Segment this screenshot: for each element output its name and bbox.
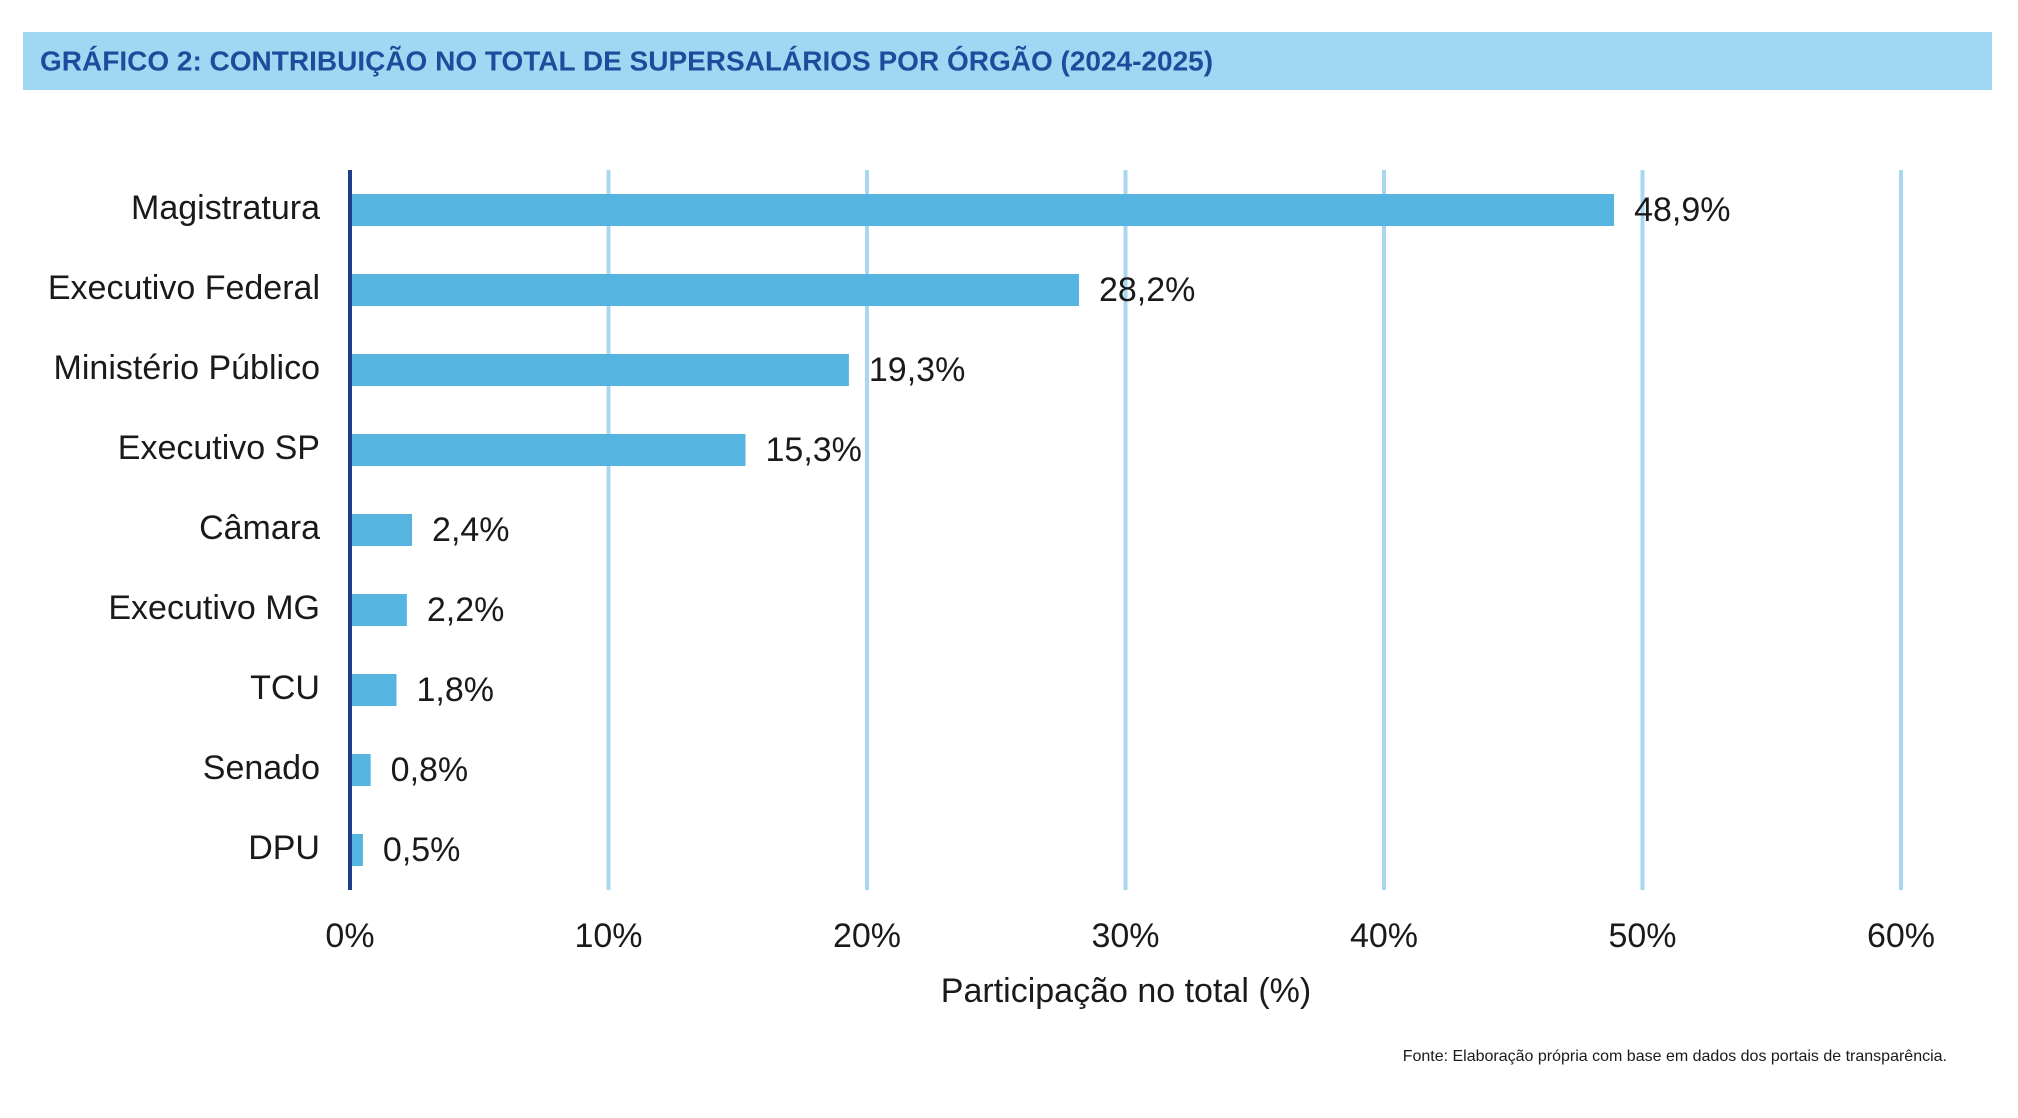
bar <box>350 674 397 706</box>
value-label: 0,8% <box>391 751 469 789</box>
bar <box>350 354 849 386</box>
bar <box>350 274 1079 306</box>
value-label: 0,5% <box>383 831 461 869</box>
value-label: 1,8% <box>417 671 495 709</box>
value-label: 15,3% <box>766 431 862 469</box>
value-label: 2,4% <box>432 511 510 549</box>
y-tick-label: Câmara <box>199 509 320 547</box>
x-tick-label: 0% <box>325 917 374 955</box>
y-tick-label: Executivo MG <box>108 589 320 627</box>
value-label: 19,3% <box>869 351 965 389</box>
value-label: 28,2% <box>1099 271 1195 309</box>
bar <box>350 834 363 866</box>
value-label: 2,2% <box>427 591 505 629</box>
x-tick-label: 30% <box>1091 917 1159 955</box>
source-note: Fonte: Elaboração própria com base em da… <box>1403 1048 1947 1065</box>
x-axis-label: Participação no total (%) <box>941 972 1311 1010</box>
y-tick-label: Executivo SP <box>118 429 320 467</box>
bar <box>350 754 371 786</box>
x-tick-label: 40% <box>1350 917 1418 955</box>
value-label: 48,9% <box>1634 191 1730 229</box>
y-tick-label: Magistratura <box>131 189 320 227</box>
y-tick-label: Executivo Federal <box>48 269 320 307</box>
y-tick-label: DPU <box>248 829 320 867</box>
y-tick-label: Ministério Público <box>54 349 320 387</box>
title-band <box>23 32 1992 90</box>
chart-title: GRÁFICO 2: CONTRIBUIÇÃO NO TOTAL DE SUPE… <box>40 45 1213 76</box>
y-tick-label: TCU <box>250 669 320 707</box>
y-tick-label: Senado <box>203 749 320 787</box>
x-tick-label: 10% <box>574 917 642 955</box>
bar <box>350 434 746 466</box>
bar <box>350 514 413 546</box>
x-tick-label: 50% <box>1608 917 1676 955</box>
x-tick-label: 60% <box>1867 917 1935 955</box>
bar <box>350 594 407 626</box>
bar <box>350 194 1615 226</box>
x-tick-label: 20% <box>833 917 901 955</box>
